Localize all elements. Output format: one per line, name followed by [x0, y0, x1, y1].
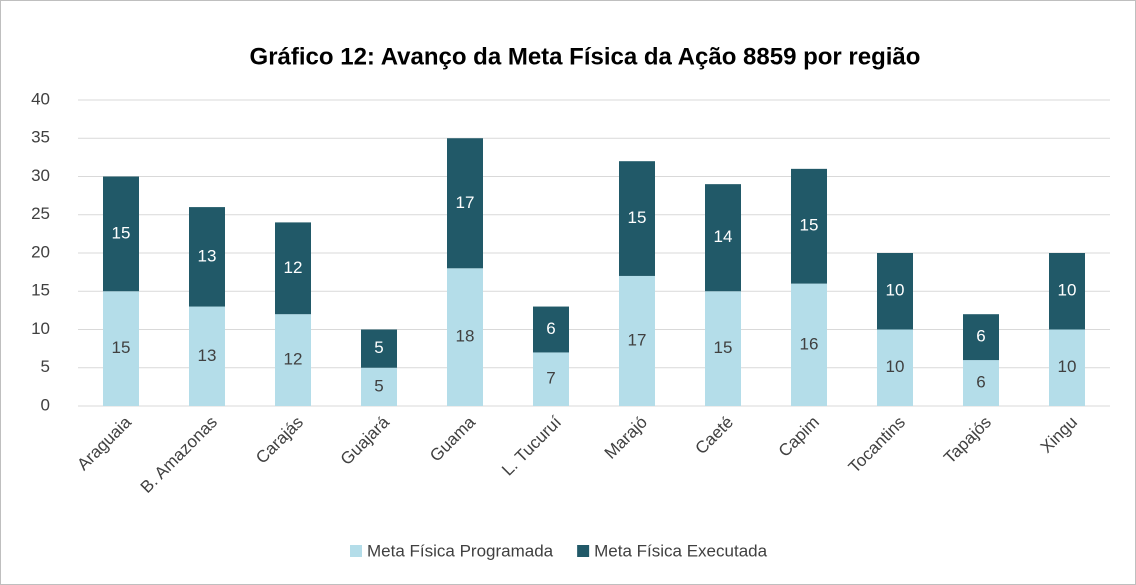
- bar-segment: [877, 253, 913, 330]
- data-label: 18: [456, 327, 475, 346]
- bar-segment: [275, 222, 311, 315]
- bar-segment: [705, 184, 741, 292]
- bar-segment: [533, 352, 569, 406]
- data-label: 15: [112, 223, 131, 242]
- y-tick-label: 30: [31, 166, 50, 185]
- bar-segment: [447, 138, 483, 269]
- data-label: 13: [198, 346, 217, 365]
- bar-segment: [619, 161, 655, 276]
- data-label: 5: [374, 376, 383, 395]
- bar-segment: [275, 314, 311, 406]
- legend-swatch: [350, 545, 362, 557]
- bar-segment: [103, 291, 139, 406]
- data-label: 10: [886, 281, 905, 300]
- data-label: 15: [628, 208, 647, 227]
- data-label: 17: [628, 330, 647, 349]
- data-label: 10: [886, 357, 905, 376]
- bar-segment: [1049, 253, 1085, 330]
- y-tick-label: 15: [31, 281, 50, 300]
- y-tick-label: 40: [31, 89, 50, 108]
- bar-segment: [791, 168, 827, 284]
- data-label: 6: [976, 373, 985, 392]
- y-tick-label: 5: [41, 357, 50, 376]
- y-tick-label: 35: [31, 128, 50, 147]
- y-tick-label: 25: [31, 204, 50, 223]
- legend-label: Meta Física Programada: [367, 541, 554, 560]
- bar-segment: [877, 329, 913, 406]
- data-label: 5: [374, 338, 383, 357]
- data-label: 16: [800, 334, 819, 353]
- legend-swatch: [577, 545, 590, 557]
- data-label: 15: [800, 216, 819, 235]
- bar-segment: [533, 306, 569, 353]
- data-label: 14: [714, 227, 733, 246]
- bar-segment: [1049, 329, 1085, 406]
- bar-segment: [189, 207, 225, 307]
- chart-title: Gráfico 12: Avanço da Meta Física da Açã…: [250, 43, 921, 70]
- data-label: 7: [546, 369, 555, 388]
- y-tick-label: 20: [31, 242, 50, 261]
- bar-segment: [361, 367, 397, 406]
- data-label: 6: [976, 327, 985, 346]
- bar-segment: [447, 268, 483, 406]
- y-tick-label: 10: [31, 319, 50, 338]
- bar-segment: [963, 360, 999, 406]
- data-label: 12: [284, 258, 303, 277]
- bar-segment: [361, 329, 397, 368]
- bar-segment: [619, 275, 655, 406]
- bar-segment: [963, 314, 999, 361]
- data-label: 10: [1058, 281, 1077, 300]
- data-label: 12: [284, 350, 303, 369]
- data-label: 17: [456, 193, 475, 212]
- data-label: 15: [112, 338, 131, 357]
- bar-segment: [189, 306, 225, 406]
- bar-segment: [791, 283, 827, 406]
- data-label: 15: [714, 338, 733, 357]
- data-label: 13: [198, 246, 217, 265]
- data-label: 10: [1058, 357, 1077, 376]
- data-label: 6: [546, 319, 555, 338]
- bar-segment: [705, 291, 741, 406]
- bar-segment: [103, 176, 139, 292]
- legend-label: Meta Física Executada: [594, 541, 767, 560]
- y-tick-label: 0: [41, 395, 50, 414]
